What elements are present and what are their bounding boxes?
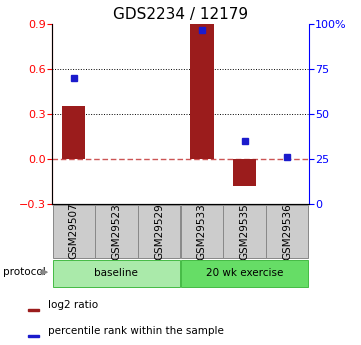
Text: GSM29529: GSM29529 <box>154 203 164 259</box>
Text: GSM29523: GSM29523 <box>112 203 121 259</box>
Text: GSM29535: GSM29535 <box>240 203 249 259</box>
FancyBboxPatch shape <box>181 260 308 287</box>
Text: 20 wk exercise: 20 wk exercise <box>206 268 283 278</box>
FancyBboxPatch shape <box>223 205 266 258</box>
Text: GSM29533: GSM29533 <box>197 203 207 259</box>
Text: log2 ratio: log2 ratio <box>48 300 98 310</box>
FancyBboxPatch shape <box>266 205 308 258</box>
Text: percentile rank within the sample: percentile rank within the sample <box>48 326 223 336</box>
FancyBboxPatch shape <box>138 205 180 258</box>
Bar <box>233 159 256 186</box>
Bar <box>28 309 39 311</box>
Text: GSM29536: GSM29536 <box>282 203 292 259</box>
FancyBboxPatch shape <box>53 260 180 287</box>
Title: GDS2234 / 12179: GDS2234 / 12179 <box>113 7 248 22</box>
Bar <box>190 24 214 159</box>
Text: protocol: protocol <box>3 267 45 277</box>
FancyBboxPatch shape <box>53 205 95 258</box>
FancyBboxPatch shape <box>95 205 138 258</box>
Text: GSM29507: GSM29507 <box>69 203 79 259</box>
Bar <box>28 335 39 337</box>
FancyBboxPatch shape <box>181 205 223 258</box>
Text: baseline: baseline <box>95 268 138 278</box>
Bar <box>62 106 86 159</box>
